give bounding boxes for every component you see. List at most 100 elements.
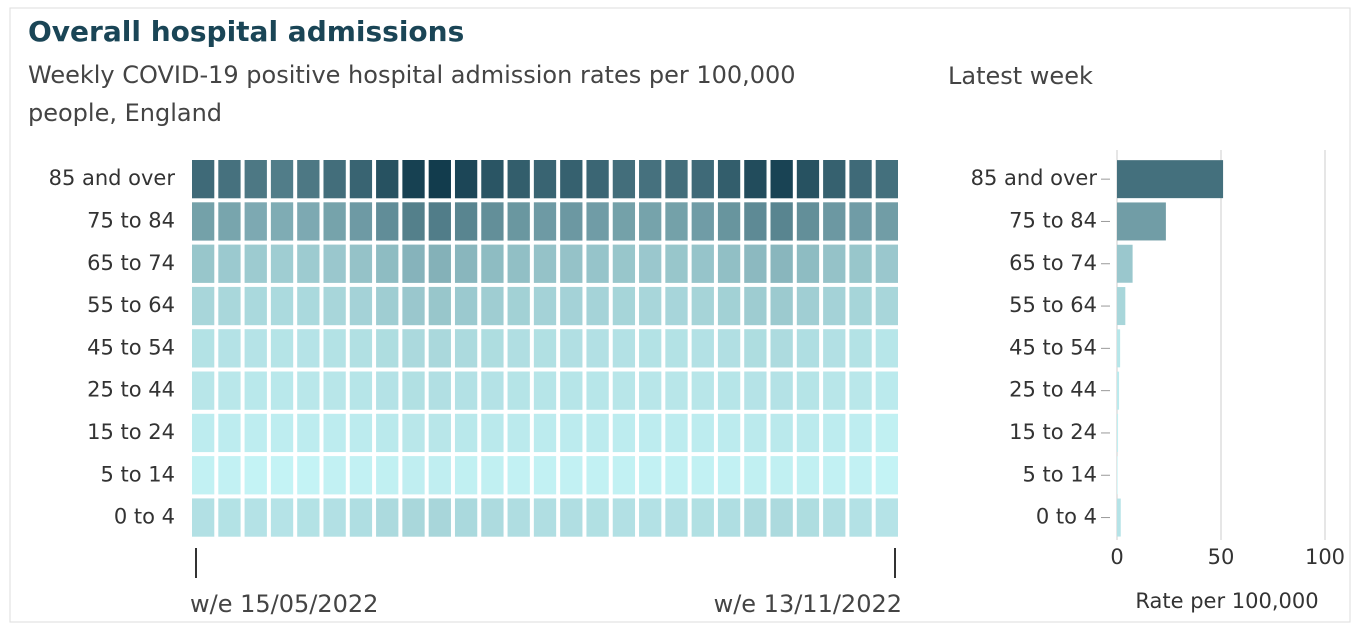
heat-cell	[875, 329, 898, 368]
heat-cell	[823, 244, 846, 283]
heat-cell	[586, 202, 609, 241]
heat-cell	[244, 498, 267, 537]
heat-cell	[270, 413, 294, 453]
heat-cell	[691, 160, 714, 199]
heat-cell	[717, 413, 741, 453]
subtitle: Weekly COVID-19 positive hospital admiss…	[28, 61, 796, 89]
heat-cell	[323, 329, 346, 368]
heat-cell	[796, 244, 820, 283]
heat-cell	[612, 498, 636, 537]
heat-cell	[218, 456, 241, 495]
x-axis-label: Rate per 100,000	[1135, 589, 1318, 613]
heat-cell	[691, 202, 714, 241]
heat-cell	[323, 202, 346, 241]
heat-cell	[744, 329, 767, 368]
heat-cell	[665, 413, 688, 453]
heat-cell	[796, 413, 820, 453]
heat-cell	[823, 329, 846, 368]
heat-cell	[428, 371, 451, 410]
heat-cell	[849, 160, 872, 199]
heat-cell	[533, 413, 557, 453]
heat-cell	[823, 286, 846, 326]
heat-cell	[349, 498, 373, 537]
heat-cell	[218, 244, 241, 283]
heat-cell	[744, 202, 767, 241]
heat-cell	[402, 202, 425, 241]
heat-cell	[639, 456, 662, 495]
heat-cell	[770, 413, 793, 453]
bar	[1117, 287, 1126, 326]
row-label: 25 to 44	[87, 378, 175, 402]
heat-cell	[244, 413, 267, 453]
heat-cell	[612, 456, 636, 495]
heat-cell	[875, 202, 898, 241]
heat-cell	[717, 286, 741, 326]
heat-cell	[349, 371, 373, 410]
heat-cell	[507, 202, 530, 241]
heat-cell	[297, 456, 320, 495]
bar	[1117, 202, 1166, 241]
heat-cell	[875, 286, 898, 326]
heat-cell	[507, 498, 530, 537]
heat-cell	[717, 371, 741, 410]
heat-cell	[849, 498, 872, 537]
heat-cell	[744, 160, 767, 199]
heat-cell	[533, 498, 557, 537]
bar	[1117, 456, 1118, 495]
heat-cell	[717, 244, 741, 283]
heat-cell	[560, 202, 583, 241]
heat-cell	[770, 329, 793, 368]
heat-cell	[376, 498, 399, 537]
heat-cell	[639, 371, 662, 410]
heat-cell	[507, 286, 530, 326]
heat-cell	[454, 371, 478, 410]
heat-cell	[507, 244, 530, 283]
y-tick-label: 0 to 4	[1036, 505, 1097, 529]
heat-cell	[323, 498, 346, 537]
heat-cell	[612, 160, 636, 199]
heat-cell	[481, 202, 504, 241]
heat-cell	[796, 329, 820, 368]
heat-cell	[244, 456, 267, 495]
heat-cell	[875, 371, 898, 410]
heat-cell	[428, 498, 451, 537]
row-label: 85 and over	[49, 166, 176, 190]
heat-cell	[796, 286, 820, 326]
heat-cell	[875, 456, 898, 495]
heat-cell	[481, 498, 504, 537]
heat-cell	[507, 329, 530, 368]
heat-cell	[744, 286, 767, 326]
heat-cell	[507, 160, 530, 199]
heat-cell	[849, 413, 872, 453]
heat-cell	[270, 329, 294, 368]
heat-cell	[560, 329, 583, 368]
heat-cell	[849, 286, 872, 326]
heat-cell	[376, 413, 399, 453]
heat-cell	[376, 456, 399, 495]
heat-cell	[192, 329, 215, 368]
heat-cell	[665, 371, 688, 410]
heat-cell	[270, 202, 294, 241]
heat-cell	[586, 244, 609, 283]
y-tick-label: 5 to 14	[1022, 462, 1097, 486]
heat-cell	[665, 160, 688, 199]
heat-cell	[481, 160, 504, 199]
heat-cell	[796, 456, 820, 495]
heat-cell	[849, 456, 872, 495]
heat-cell	[875, 160, 898, 199]
heat-cell	[586, 456, 609, 495]
heat-cell	[454, 160, 478, 199]
heat-cell	[823, 456, 846, 495]
heat-cell	[533, 329, 557, 368]
heat-cell	[586, 498, 609, 537]
heat-cell	[586, 413, 609, 453]
heat-cell	[402, 371, 425, 410]
heat-cell	[402, 244, 425, 283]
heat-cell	[428, 244, 451, 283]
heat-cell	[297, 286, 320, 326]
bar	[1117, 329, 1121, 368]
heat-cell	[796, 498, 820, 537]
heat-cell	[560, 413, 583, 453]
heat-cell	[270, 160, 294, 199]
heat-cell	[270, 286, 294, 326]
